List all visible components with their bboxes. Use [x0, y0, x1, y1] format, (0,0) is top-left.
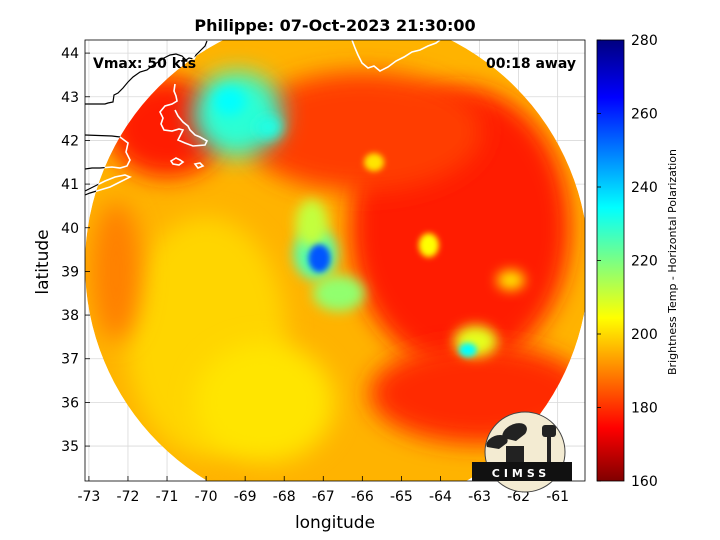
- coast-cape-cod-outline: [159, 83, 208, 147]
- x-tick-label: -70: [195, 489, 218, 505]
- y-tick-label: 35: [61, 439, 79, 455]
- y-tick-label: 42: [61, 133, 79, 149]
- colorbar-tick-label: 220: [631, 254, 658, 270]
- logo-dish-right: [502, 423, 527, 441]
- chart-title: Philippe: 07-Oct-2023 21:30:00: [194, 16, 475, 35]
- y-tick-label: 38: [61, 308, 79, 324]
- shield-spot-1: [213, 87, 246, 116]
- logo-dish-left: [486, 434, 508, 449]
- y-tick-label: 39: [61, 264, 79, 280]
- coast-long-island-outline: [85, 174, 132, 196]
- x-tick-label: -68: [273, 489, 296, 505]
- logo-tower-leg: [547, 437, 551, 462]
- coastline-outside-swath: [85, 40, 441, 196]
- cell-east: [458, 343, 477, 358]
- coast-island-1-outline: [170, 157, 185, 166]
- plot-frame: [84, 39, 586, 482]
- colorbar: 160 180 200 220 240 260 280 Brightness Temp - …: [596, 33, 679, 490]
- away-annotation: 00:18 away: [486, 56, 576, 72]
- colorbar-tick-label: 260: [631, 107, 658, 123]
- band-north: [295, 199, 328, 248]
- cold-strip-west: [91, 201, 142, 342]
- swath-layer: [85, 40, 585, 481]
- y-axis-label: latitude: [33, 229, 53, 294]
- logo-tower-tank: [542, 425, 556, 437]
- convective-core: [308, 244, 331, 273]
- x-tick-label: -63: [468, 489, 491, 505]
- x-axis-label: longitude: [295, 513, 375, 533]
- x-tick-label: -67: [312, 489, 335, 505]
- colorbar-tick-label: 280: [631, 33, 658, 49]
- colorbar-tick-label: 200: [631, 327, 658, 343]
- logo-dish-base: [506, 446, 524, 462]
- y-tick-label: 37: [61, 352, 79, 368]
- cold-region-north: [242, 71, 483, 192]
- colorbar-tick-label: 240: [631, 180, 658, 196]
- y-tick-label: 41: [61, 177, 79, 193]
- x-tick-label: -65: [390, 489, 413, 505]
- vmax-annotation: Vmax: 50 kts: [93, 56, 196, 72]
- x-tick-label: -71: [156, 489, 179, 505]
- y-tick-label: 36: [61, 395, 79, 411]
- coast-island-2-outline: [193, 162, 205, 169]
- logo-text: CIMSS: [492, 467, 550, 480]
- cell-central-east: [418, 233, 439, 258]
- colorbar-gradient: [596, 39, 625, 482]
- colorbar-label: Brightness Temp - Horizontal Polarizatio…: [666, 149, 679, 375]
- cell-northeast: [364, 153, 385, 172]
- cimss-logo: CIMSS: [472, 411, 572, 493]
- y-tick-label: 40: [61, 221, 79, 237]
- logo-ground: [472, 462, 572, 481]
- y-tick-label: 44: [61, 46, 79, 62]
- brightness-field: [91, 71, 585, 463]
- y-axis-ticks: 35 36 37 38 39 40 41 42 43 44: [61, 46, 90, 455]
- x-axis-ticks: -73 -72 -71 -70 -69 -68 -67 -66 -65 -64 -63 -62 -61: [77, 476, 569, 505]
- x-tick-label: -73: [77, 489, 100, 505]
- coast-south-shore-outline: [85, 134, 131, 170]
- x-tick-label: -69: [234, 489, 257, 505]
- colorbar-ticks: 160 180 200 220 240 260 280: [597, 33, 658, 490]
- x-tick-label: -72: [117, 489, 140, 505]
- colorbar-tick-label: 180: [631, 401, 658, 417]
- x-tick-label: -66: [351, 489, 374, 505]
- coast-new-england-outline: [85, 40, 208, 105]
- coast-nova-scotia-outline: [351, 40, 441, 72]
- x-tick-label: -64: [429, 489, 452, 505]
- warm-region-southwest: [194, 342, 335, 463]
- colorbar-tick-label: 160: [631, 474, 658, 490]
- x-tick-label: -62: [507, 489, 530, 505]
- x-tick-label: -61: [546, 489, 569, 505]
- y-tick-label: 43: [61, 90, 79, 106]
- shield-spot-2: [254, 115, 283, 140]
- cell-far-east: [496, 270, 525, 291]
- band-south: [312, 275, 365, 312]
